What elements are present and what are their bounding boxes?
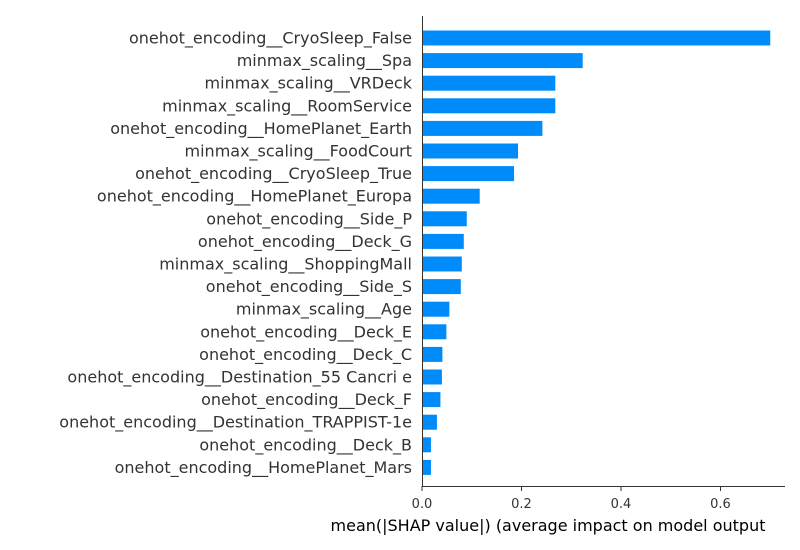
- bar: [422, 188, 480, 204]
- x-ticks-group: 0.0 0.2 0.4 0.6: [412, 486, 731, 512]
- bar: [422, 392, 441, 408]
- category-label: onehot_encoding__Deck_B: [199, 435, 412, 455]
- bar: [422, 324, 447, 340]
- bar: [422, 211, 467, 227]
- category-label: onehot_encoding__HomePlanet_Earth: [110, 119, 412, 139]
- x-axis-title: mean(|SHAP value|) (average impact on mo…: [331, 516, 766, 535]
- category-label: onehot_encoding__CryoSleep_False: [129, 29, 412, 49]
- x-tick-label: 0.6: [710, 497, 731, 512]
- bar: [422, 414, 437, 430]
- category-label: minmax_scaling__RoomService: [162, 96, 412, 116]
- category-label: onehot_encoding__Side_S: [206, 277, 412, 297]
- category-label: onehot_encoding__Deck_G: [198, 232, 412, 252]
- category-label: onehot_encoding__HomePlanet_Europa: [97, 187, 412, 207]
- category-label: minmax_scaling__VRDeck: [205, 74, 413, 94]
- bar: [422, 166, 515, 182]
- bar: [422, 98, 556, 114]
- category-label: minmax_scaling__FoodCourt: [185, 142, 412, 162]
- bars-group: [422, 30, 771, 475]
- bar: [422, 369, 442, 385]
- bar: [422, 256, 462, 272]
- x-tick-label: 0.4: [611, 497, 632, 512]
- category-label: minmax_scaling__ShoppingMall: [159, 255, 412, 275]
- bar: [422, 301, 450, 317]
- bar: [422, 75, 556, 91]
- category-label: onehot_encoding__HomePlanet_Mars: [115, 458, 412, 478]
- category-labels-group: onehot_encoding__CryoSleep_Falseminmax_s…: [59, 29, 412, 478]
- bar: [422, 279, 461, 295]
- x-tick-label: 0.2: [511, 497, 532, 512]
- bar: [422, 346, 443, 362]
- bar: [422, 30, 771, 46]
- bar: [422, 459, 431, 475]
- category-label: onehot_encoding__CryoSleep_True: [135, 164, 412, 184]
- bar: [422, 437, 431, 453]
- category-label: onehot_encoding__Deck_F: [201, 390, 412, 410]
- category-label: onehot_encoding__Deck_C: [199, 345, 412, 365]
- bar: [422, 53, 583, 69]
- bar: [422, 120, 543, 136]
- category-label: onehot_encoding__Destination_55 Cancri e: [67, 368, 412, 388]
- bar: [422, 143, 519, 159]
- category-label: minmax_scaling__Age: [236, 300, 412, 320]
- category-label: onehot_encoding__Side_P: [206, 209, 412, 229]
- category-label: onehot_encoding__Destination_TRAPPIST-1e: [59, 413, 412, 433]
- x-tick-label: 0.0: [412, 497, 433, 512]
- category-label: onehot_encoding__Deck_E: [200, 322, 412, 342]
- category-label: minmax_scaling__Spa: [237, 51, 412, 71]
- bar: [422, 233, 464, 249]
